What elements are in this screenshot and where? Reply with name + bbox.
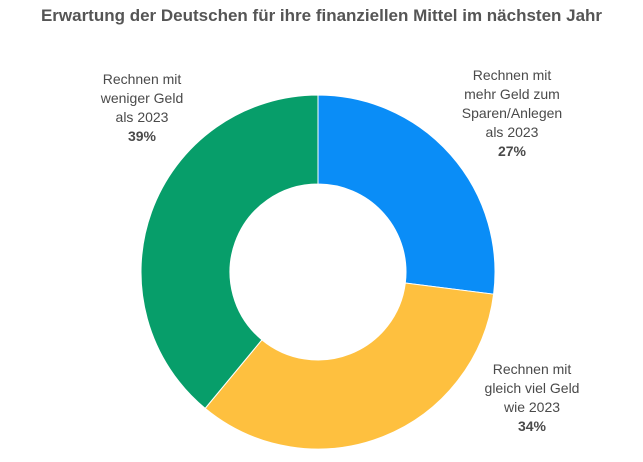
slice-label-gleich-viel-geld-text: Rechnen mit gleich viel Geld wie 2023 — [484, 361, 580, 415]
slice-value-weniger-geld: 39% — [127, 128, 157, 144]
slice-mehr-geld — [317, 94, 496, 295]
slice-label-weniger-geld: Rechnen mit weniger Geld als 2023 39% — [72, 70, 212, 146]
slice-label-gleich-viel-geld: Rechnen mit gleich viel Geld wie 2023 34… — [452, 360, 612, 436]
slice-gleich-viel-geld — [204, 282, 495, 450]
slice-weniger-geld — [140, 94, 319, 410]
slice-value-gleich-viel-geld: 34% — [517, 418, 547, 434]
donut-slices — [140, 94, 496, 450]
slice-label-mehr-geld: Rechnen mit mehr Geld zum Sparen/Anlegen… — [427, 66, 597, 161]
slice-value-mehr-geld: 27% — [497, 143, 527, 159]
chart-title: Erwartung der Deutschen für ihre finanzi… — [40, 6, 603, 25]
slice-label-mehr-geld-text: Rechnen mit mehr Geld zum Sparen/Anlegen… — [461, 67, 563, 140]
slice-label-weniger-geld-text: Rechnen mit weniger Geld als 2023 — [100, 71, 184, 125]
